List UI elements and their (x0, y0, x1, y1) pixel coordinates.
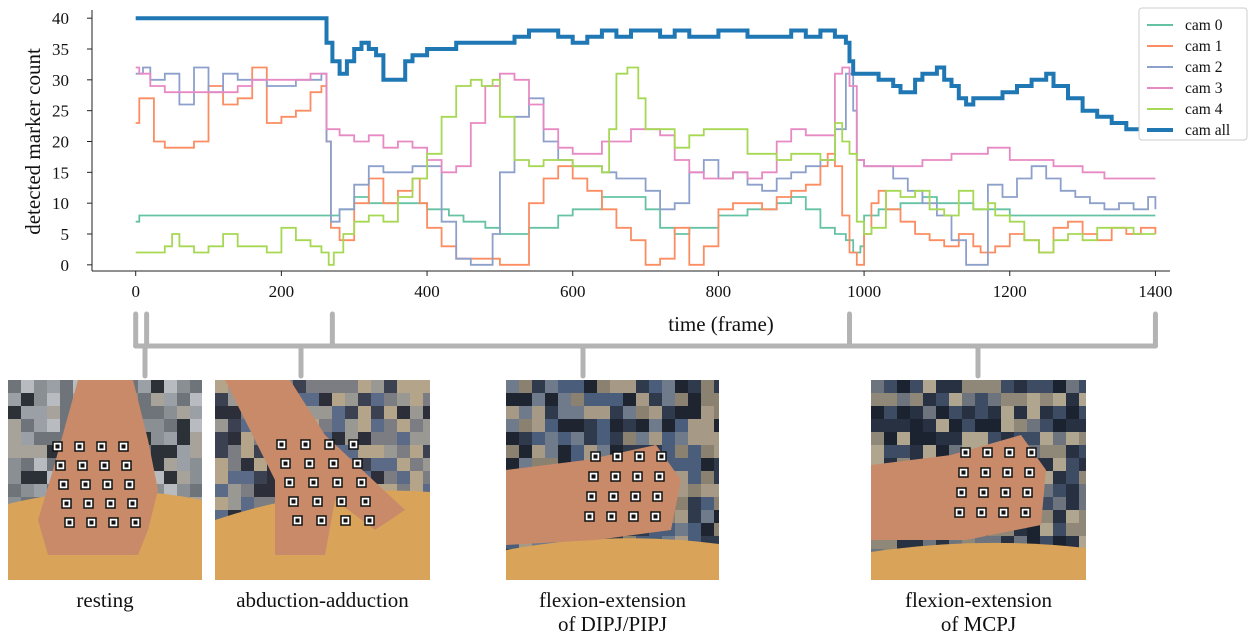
series-line-cam-3 (135, 66, 1156, 180)
photo-drawing (506, 380, 719, 580)
x-tick-label: 1200 (993, 282, 1027, 301)
x-tick-label: 800 (706, 282, 732, 301)
caption-dip-line2: of DIPJ/PIPJ (557, 612, 668, 636)
x-tick-label: 0 (131, 282, 140, 301)
series-line-cam-4 (135, 66, 1156, 266)
legend-label: cam 2 (1185, 59, 1222, 76)
series-layer (135, 16, 1165, 266)
x-axis-label: time (frame) (668, 312, 774, 336)
abduction-hand-photo (215, 380, 430, 580)
legend-label: cam 4 (1185, 101, 1223, 118)
photo-drawing (215, 380, 430, 580)
caption-resting: resting (76, 588, 134, 612)
y-tick-label: 40 (52, 9, 69, 28)
chart-legend: cam 0 cam 1 cam 2 cam 3 cam 4 cam all (1138, 7, 1248, 141)
y-tick-label: 35 (52, 40, 69, 59)
legend-box (1138, 7, 1248, 141)
resting-hand-photo (8, 380, 202, 580)
legend-label: cam all (1185, 122, 1230, 139)
series-line-cam-all (135, 16, 1165, 138)
mcpj-hand-photo (871, 380, 1086, 580)
series-line-cam-2 (135, 66, 1157, 266)
photo-drawing (8, 380, 202, 580)
caption-dip-line1: flexion-extension (539, 588, 686, 612)
y-tick-label: 25 (52, 102, 69, 121)
series-line-cam-1 (135, 66, 1157, 266)
y-axis-label: detected marker count (21, 48, 45, 235)
y-tick-label: 5 (61, 225, 70, 244)
caption-flexion-mcpj: flexion-extension of MCPJ (856, 588, 1101, 636)
legend-label: cam 1 (1185, 38, 1222, 55)
y-tick-label: 20 (52, 133, 69, 152)
caption-mcp-line2: of MCPJ (940, 612, 1017, 636)
y-tick-label: 15 (52, 163, 69, 182)
legend-label: cam 0 (1185, 17, 1223, 34)
x-tick-label: 400 (414, 282, 440, 301)
photo-drawing (871, 380, 1086, 580)
caption-abduction-adduction: abduction-adduction (236, 588, 409, 612)
y-tick-label: 10 (52, 194, 69, 213)
legend-label: cam 3 (1185, 80, 1223, 97)
y-tick-label: 30 (52, 71, 69, 90)
dipj-pipj-hand-photo (506, 380, 719, 580)
caption-mcp-line1: flexion-extension (905, 588, 1052, 612)
y-tick-label: 0 (61, 256, 70, 275)
timeline-brackets (133, 311, 1158, 379)
caption-flexion-dipj-pipj: flexion-extension of DIPJ/PIPJ (490, 588, 735, 636)
x-tick-label: 1000 (847, 282, 881, 301)
x-tick-label: 600 (560, 282, 586, 301)
x-tick-label: 1400 (1138, 282, 1172, 301)
x-tick-label: 200 (269, 282, 295, 301)
